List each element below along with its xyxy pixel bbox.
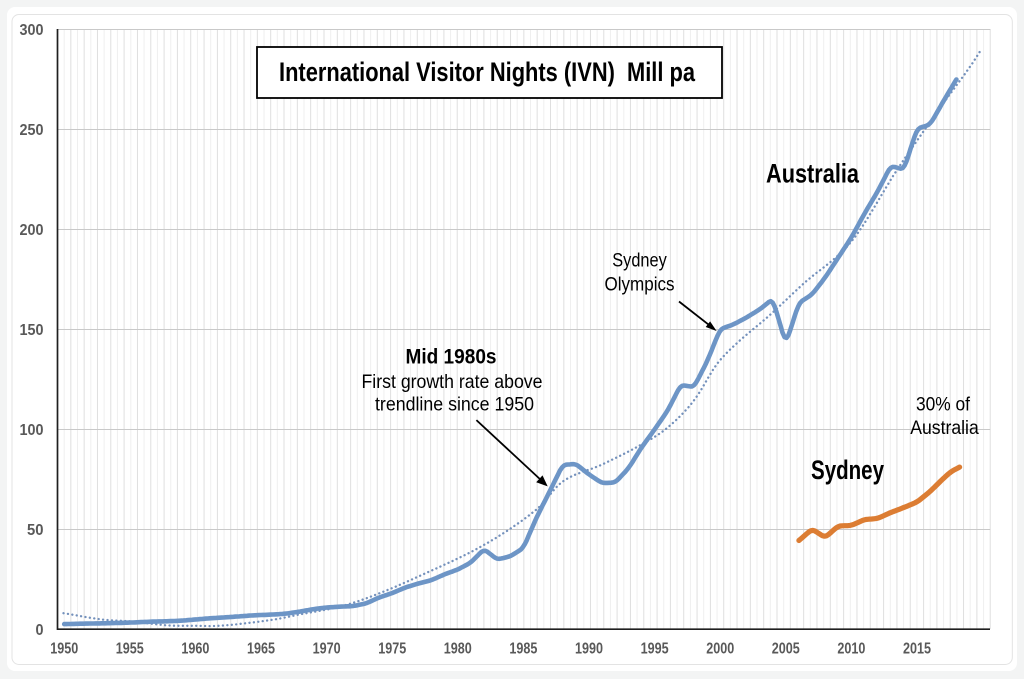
svg-text:1985: 1985	[509, 641, 537, 658]
svg-text:Sydney: Sydney	[612, 250, 667, 272]
svg-text:1955: 1955	[116, 641, 144, 658]
svg-text:30% of: 30% of	[916, 394, 971, 416]
svg-text:Australia: Australia	[910, 417, 979, 439]
svg-text:100: 100	[20, 422, 44, 439]
svg-text:300: 300	[20, 22, 44, 39]
svg-text:1965: 1965	[247, 641, 275, 658]
svg-text:2000: 2000	[706, 641, 734, 658]
svg-text:Australia: Australia	[766, 159, 860, 189]
svg-text:1970: 1970	[313, 641, 341, 658]
svg-text:Olympics: Olympics	[605, 274, 675, 296]
svg-text:1950: 1950	[50, 641, 78, 658]
svg-text:trendline since 1950: trendline since 1950	[375, 394, 534, 416]
svg-text:First growth rate above: First growth rate above	[362, 371, 543, 393]
svg-text:1980: 1980	[444, 641, 472, 658]
svg-text:2010: 2010	[837, 641, 865, 658]
svg-text:2005: 2005	[772, 641, 800, 658]
svg-text:Mid 1980s: Mid 1980s	[406, 346, 497, 369]
svg-text:200: 200	[20, 222, 44, 239]
svg-text:50: 50	[27, 522, 44, 539]
svg-text:0: 0	[36, 622, 44, 639]
svg-text:International Visitor Nights (: International Visitor Nights (IVN) Mill …	[279, 57, 696, 87]
svg-text:1960: 1960	[181, 641, 209, 658]
svg-text:2015: 2015	[903, 641, 931, 658]
svg-text:Sydney: Sydney	[811, 455, 884, 485]
svg-text:150: 150	[20, 322, 44, 339]
svg-text:1975: 1975	[378, 641, 406, 658]
svg-text:1990: 1990	[575, 641, 603, 658]
svg-text:1995: 1995	[641, 641, 669, 658]
svg-text:250: 250	[20, 122, 44, 139]
